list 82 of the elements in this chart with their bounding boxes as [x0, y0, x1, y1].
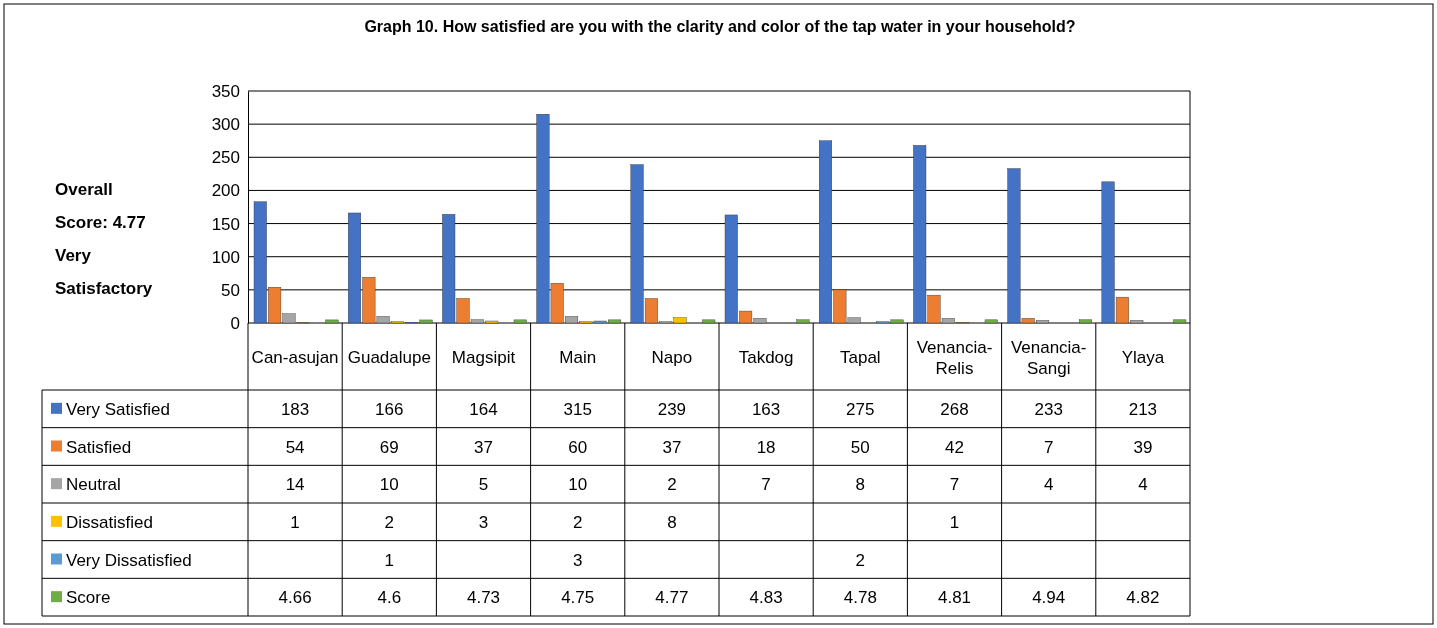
data-label: 166	[375, 399, 404, 419]
y-tick-label: 100	[211, 247, 240, 267]
data-label: 2	[384, 512, 395, 532]
x-tick-label: Magsipit	[451, 347, 516, 367]
data-label: 164	[469, 399, 498, 419]
data-label: 4.73	[466, 588, 501, 608]
y-tick-label: 150	[211, 214, 240, 234]
text: Overall Score: 4.77 Very Satisfactory	[55, 180, 153, 298]
x-tick-label: Venancia-Sangi	[1010, 337, 1087, 378]
data-label: 50	[850, 437, 870, 457]
bar	[1173, 319, 1187, 324]
x-tick-label: Venancia-Relis	[916, 337, 993, 378]
data-label: 4.78	[843, 588, 877, 608]
data-label: 213	[1128, 399, 1158, 419]
data-label: 37	[474, 437, 493, 457]
data-label: 4	[1043, 475, 1054, 495]
data-label: 42	[945, 437, 964, 457]
data-label: 1	[949, 512, 960, 532]
data-label: 4.66	[278, 588, 312, 608]
data-label: 4.77	[655, 588, 689, 608]
data-label: 37	[662, 437, 682, 457]
data-label: 239	[657, 399, 687, 419]
legend-label: Satisfied	[66, 437, 132, 457]
data-label: 2	[855, 550, 866, 570]
data-label: 2	[572, 512, 583, 532]
x-tick-label: Can-asujan	[251, 347, 339, 367]
data-label: 268	[940, 399, 969, 419]
data-label: 4.94	[1032, 588, 1066, 608]
legend-label: Score	[66, 588, 111, 608]
x-tick-label: Main	[559, 347, 597, 367]
y-tick-label: 50	[221, 280, 240, 300]
y-tick-label: 250	[211, 148, 240, 168]
bar	[1079, 319, 1092, 324]
bar	[702, 319, 716, 324]
data-label: 14	[285, 475, 305, 495]
x-tick-label: Ylaya	[1121, 347, 1165, 367]
data-label: 69	[379, 437, 399, 457]
data-label: 39	[1133, 437, 1153, 457]
legend-label: Dissatisfied	[66, 512, 153, 532]
x-tick-label: Takdog	[738, 347, 794, 367]
y-tick-label: 300	[211, 115, 240, 135]
legend-label: Very Satisfied	[66, 399, 170, 419]
data-label: 8	[667, 512, 677, 532]
data-label: 1	[290, 512, 300, 532]
data-label: 3	[572, 550, 583, 570]
y-tick-label: 350	[211, 81, 240, 101]
data-label: 10	[379, 475, 399, 495]
data-label: 4.81	[937, 588, 972, 608]
x-tick-label: Guadalupe	[347, 347, 431, 367]
bar	[513, 319, 527, 324]
data-label: 60	[568, 437, 588, 457]
legend-label: Neutral	[66, 475, 121, 495]
y-tick-label: 200	[211, 181, 240, 201]
data-label: 4.82	[1126, 588, 1160, 608]
data-label: 183	[280, 399, 310, 419]
data-label: 315	[563, 399, 592, 419]
data-label: 8	[855, 475, 866, 495]
y-tick-label: 0	[230, 313, 240, 333]
legend-label: Very Dissatisfied	[66, 550, 192, 570]
data-label: 275	[846, 399, 875, 419]
bar	[325, 319, 339, 324]
data-label: 2	[667, 475, 677, 495]
data-label: 7	[949, 475, 960, 495]
data-label: 54	[285, 437, 305, 457]
data-label: 4	[1138, 475, 1148, 495]
data-label: 1	[384, 550, 395, 570]
x-tick-label: Napo	[651, 347, 693, 367]
data-label: 5	[478, 475, 489, 495]
data-label: 10	[568, 475, 588, 495]
data-label: 4.83	[749, 588, 783, 608]
data-label: 7	[1043, 437, 1054, 457]
bar	[984, 319, 998, 324]
bar	[796, 319, 810, 324]
data-label: 233	[1034, 399, 1063, 419]
data-label: 163	[751, 399, 781, 419]
data-label: 4.6	[377, 588, 402, 608]
x-tick-label: Tapal	[839, 347, 881, 367]
chart-title: Graph 10. How satisfied are you with the clarity and color of the tap water in your household?	[364, 18, 1076, 35]
data-label: 7	[761, 475, 771, 495]
data-label: 4.75	[561, 588, 595, 608]
data-label: 18	[756, 437, 776, 457]
data-label: 3	[478, 512, 489, 532]
